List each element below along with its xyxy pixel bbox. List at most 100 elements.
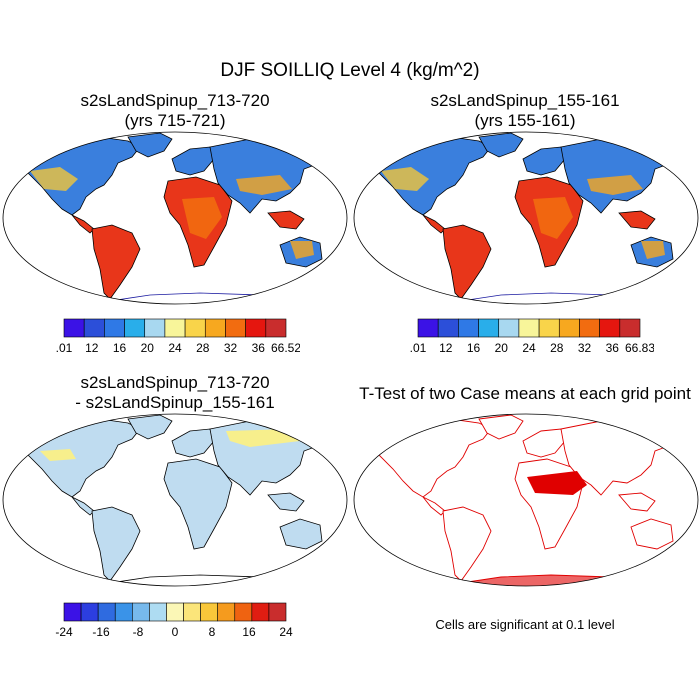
colorbar-swatch — [114, 602, 133, 622]
colorbar-tick-label: 24 — [279, 625, 293, 639]
colorbar-swatch — [579, 318, 600, 338]
land-south-america — [91, 506, 141, 582]
colorbar-swatch — [80, 602, 99, 622]
land-band — [641, 241, 665, 259]
panel-title-bottom-left: s2sLandSpinup_713-720 - s2sLandSpinup_15… — [0, 373, 350, 413]
colorbar-tick-label: 66.83 — [625, 341, 654, 355]
map-bottom-left — [2, 413, 348, 587]
colorbar-swatch — [149, 602, 167, 622]
land-band — [182, 197, 222, 239]
land-greenland — [127, 132, 173, 158]
colorbar-swatch — [225, 318, 246, 338]
colorbar-swatch — [204, 318, 226, 338]
colorbar-tick-label: -8 — [133, 625, 144, 639]
colorbar-swatch — [599, 318, 621, 338]
colorbar-swatch — [217, 602, 236, 622]
panel-title-line1: s2sLandSpinup_713-720 — [80, 91, 270, 110]
land-southeast-asia — [267, 492, 305, 512]
land-greenland — [127, 414, 173, 440]
colorbar-swatch — [558, 318, 580, 338]
map-border — [353, 413, 699, 587]
colorbar-swatch — [183, 602, 201, 622]
colorbar-swatch — [619, 318, 641, 338]
significance-note: Cells are significant at 0.1 level — [435, 617, 615, 632]
map-top-right — [353, 131, 699, 305]
panel-title-line2: - s2sLandSpinup_155-161 — [75, 393, 275, 412]
colorbar-tick-label: 24 — [522, 341, 536, 355]
colorbar-tick-label: 28 — [550, 341, 564, 355]
colorbar-swatch — [498, 318, 520, 338]
colorbar-tick-label: -24 — [55, 625, 73, 639]
colorbar-swatch — [83, 318, 105, 338]
map-bottom-right — [353, 413, 699, 587]
land-europe — [522, 428, 566, 458]
colorbar-swatch — [518, 318, 540, 338]
panel-title-line2: (yrs 155-161) — [474, 111, 576, 130]
colorbar-swatch — [478, 318, 500, 338]
land-greenland — [478, 132, 524, 158]
land-band — [226, 429, 300, 447]
colorbar-tick-label: 20 — [495, 341, 509, 355]
colorbar-tick-label: 36 — [252, 341, 266, 355]
colorbar-tick-label: 66.52 — [271, 341, 300, 355]
land-band — [381, 167, 429, 191]
colorbar-top-left: .01 12 16 20 24 28 32 36 66.52 — [56, 318, 300, 355]
land-greenland — [478, 414, 524, 440]
colorbar-swatch — [132, 602, 150, 622]
colorbar-swatch — [184, 318, 206, 338]
colorbar-tick-label: 16 — [467, 341, 481, 355]
map-border — [2, 413, 348, 587]
land-europe — [171, 428, 215, 458]
land-australia — [630, 518, 674, 550]
colorbar-swatch — [417, 318, 439, 338]
land-australia — [279, 518, 323, 550]
colorbar-swatch — [104, 318, 125, 338]
land-band — [290, 241, 314, 259]
land-europe — [171, 146, 215, 176]
colorbar-bottom-left: -24 -16 -8 0 8 16 24 — [55, 602, 293, 639]
colorbar-swatch — [200, 602, 218, 622]
land-band — [236, 175, 292, 195]
map-border — [353, 131, 699, 305]
map-top-left — [2, 131, 348, 305]
land-europe — [522, 146, 566, 176]
colorbar-tick-label: -16 — [92, 625, 110, 639]
colorbar-tick-label: 16 — [113, 341, 127, 355]
colorbar-tick-label: 20 — [141, 341, 155, 355]
colorbar-swatch — [166, 602, 184, 622]
panel-title-line1: s2sLandSpinup_713-720 — [80, 373, 270, 392]
colorbar-swatch — [63, 318, 85, 338]
colorbar-swatch — [144, 318, 166, 338]
panel-title-bottom-right: T-Test of two Case means at each grid po… — [359, 384, 691, 403]
colorbar-tick-label: 32 — [578, 341, 592, 355]
land-south-america — [442, 224, 492, 300]
colorbar-top-right: .01 12 16 20 24 28 32 36 66.83 — [410, 318, 654, 355]
colorbar-swatch — [251, 602, 270, 622]
colorbar-tick-label: 12 — [439, 341, 453, 355]
land-south-america — [442, 506, 492, 582]
colorbar-tick-label: 36 — [606, 341, 620, 355]
land-band — [30, 167, 78, 191]
colorbar-swatch — [245, 318, 267, 338]
colorbar-swatch — [97, 602, 116, 622]
colorbar-tick-label: 12 — [85, 341, 99, 355]
colorbar-swatch — [234, 602, 253, 622]
colorbar-tick-label: 8 — [209, 625, 216, 639]
colorbar-tick-label: 28 — [196, 341, 210, 355]
colorbar-tick-label: .01 — [56, 341, 73, 355]
panel-title-top-left: s2sLandSpinup_713-720 (yrs 715-721) — [0, 91, 350, 131]
land-southeast-asia — [267, 210, 305, 230]
land-southeast-asia — [618, 492, 656, 512]
figure-title: DJF SOILLIQ Level 4 (kg/m^2) — [220, 60, 480, 81]
colorbar-swatch — [124, 318, 146, 338]
land-band — [533, 197, 573, 239]
panel-title-line2: (yrs 715-721) — [124, 111, 226, 130]
colorbar-tick-label: 32 — [224, 341, 238, 355]
colorbar-swatch — [268, 602, 287, 622]
panel-title-top-right: s2sLandSpinup_155-161 (yrs 155-161) — [350, 91, 700, 131]
land-band — [587, 175, 643, 195]
colorbar-swatch — [437, 318, 459, 338]
map-border — [2, 131, 348, 305]
colorbar-tick-label: 24 — [168, 341, 182, 355]
colorbar-tick-label: 16 — [242, 625, 256, 639]
